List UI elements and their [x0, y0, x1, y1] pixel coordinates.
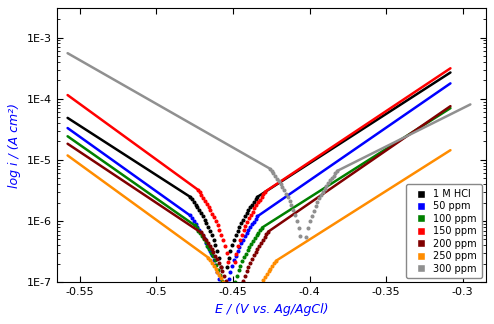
1 M HCl	[169, 183, 175, 187]
250 ppm	[183, 239, 189, 243]
1 M HCl	[65, 116, 71, 120]
50 ppm	[97, 149, 103, 153]
100 ppm	[173, 211, 179, 214]
250 ppm	[101, 180, 107, 184]
300 ppm	[126, 87, 132, 90]
200 ppm	[177, 216, 183, 220]
300 ppm	[267, 167, 273, 170]
1 M HCl	[97, 136, 103, 140]
50 ppm	[65, 126, 71, 130]
200 ppm	[105, 169, 111, 173]
1 M HCl	[102, 140, 108, 144]
Line: 250 ppm: 250 ppm	[68, 156, 208, 258]
200 ppm	[178, 218, 184, 222]
100 ppm	[103, 161, 109, 165]
150 ppm	[99, 118, 105, 122]
100 ppm	[135, 183, 141, 187]
150 ppm	[65, 93, 71, 97]
1 M HCl	[93, 134, 99, 138]
200 ppm	[198, 230, 204, 234]
150 ppm	[95, 115, 101, 119]
50 ppm	[93, 146, 99, 150]
100 ppm	[171, 209, 177, 213]
Legend: 1 M HCl, 50 ppm, 100 ppm, 150 ppm, 200 ppm, 250 ppm, 300 ppm: 1 M HCl, 50 ppm, 100 ppm, 150 ppm, 200 p…	[406, 184, 482, 278]
150 ppm	[195, 188, 201, 191]
Line: 150 ppm: 150 ppm	[68, 95, 198, 190]
X-axis label: E / (V vs. Ag/AgCl): E / (V vs. Ag/AgCl)	[214, 303, 328, 316]
50 ppm	[167, 200, 173, 203]
100 ppm	[65, 134, 71, 138]
Line: 200 ppm: 200 ppm	[68, 144, 201, 232]
250 ppm	[108, 185, 114, 189]
100 ppm	[98, 157, 104, 161]
200 ppm	[99, 165, 105, 169]
200 ppm	[65, 142, 71, 146]
250 ppm	[185, 241, 191, 245]
150 ppm	[136, 145, 142, 149]
50 ppm	[132, 174, 138, 178]
300 ppm	[238, 150, 244, 154]
300 ppm	[176, 115, 182, 119]
50 ppm	[169, 201, 175, 205]
250 ppm	[97, 177, 103, 181]
300 ppm	[235, 148, 241, 152]
50 ppm	[102, 153, 108, 156]
200 ppm	[95, 162, 101, 166]
1 M HCl	[167, 182, 173, 186]
250 ppm	[142, 210, 148, 214]
Line: 300 ppm: 300 ppm	[68, 53, 270, 168]
300 ppm	[118, 81, 124, 85]
200 ppm	[138, 191, 144, 194]
250 ppm	[206, 256, 211, 260]
300 ppm	[65, 51, 71, 55]
150 ppm	[104, 122, 110, 126]
50 ppm	[187, 214, 193, 217]
100 ppm	[94, 155, 100, 159]
150 ppm	[176, 174, 182, 178]
300 ppm	[112, 78, 118, 82]
100 ppm	[192, 224, 198, 227]
250 ppm	[65, 154, 71, 157]
1 M HCl	[132, 159, 138, 163]
1 M HCl	[187, 195, 193, 199]
Line: 1 M HCl: 1 M HCl	[68, 118, 190, 197]
Line: 50 ppm: 50 ppm	[68, 128, 190, 215]
Line: 100 ppm: 100 ppm	[68, 136, 195, 226]
Y-axis label: log i / (A cm²): log i / (A cm²)	[8, 103, 21, 188]
150 ppm	[174, 173, 180, 177]
